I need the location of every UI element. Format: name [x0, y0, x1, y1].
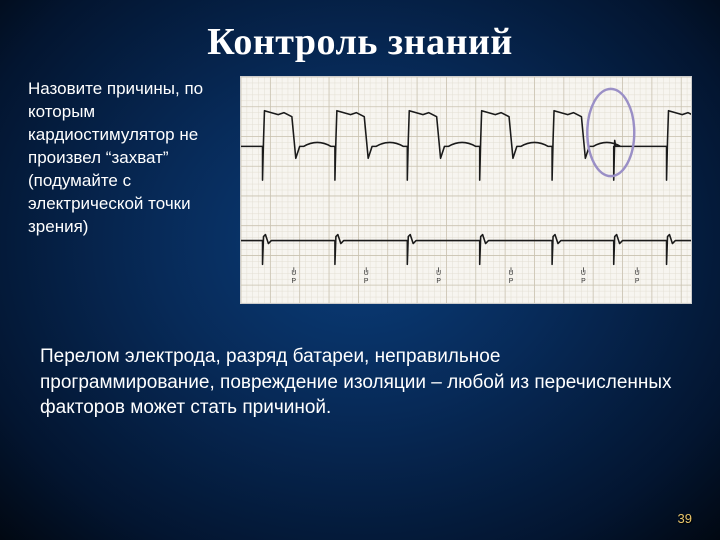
svg-text:U: U [291, 270, 296, 277]
svg-text:U: U [436, 270, 441, 277]
svg-text:P: P [509, 278, 514, 285]
svg-text:P: P [364, 278, 369, 285]
svg-text:P: P [581, 278, 586, 285]
svg-text:P: P [436, 278, 441, 285]
svg-text:U: U [635, 270, 640, 277]
question-text: Назовите причины, по которым кардиостиму… [28, 76, 228, 239]
svg-text:U: U [364, 270, 369, 277]
svg-text:P: P [292, 278, 297, 285]
svg-text:U: U [509, 270, 514, 277]
slide-title: Контроль знаний [0, 0, 720, 76]
svg-text:U: U [581, 270, 586, 277]
content-row: Назовите причины, по которым кардиостиму… [0, 76, 720, 304]
svg-text:P: P [635, 278, 640, 285]
answer-text: Перелом электрода, разряд батареи, непра… [0, 304, 720, 421]
ecg-svg: UPUPUPUPUPUP [241, 77, 691, 303]
page-number: 39 [678, 511, 692, 526]
ecg-figure: UPUPUPUPUPUP [240, 76, 692, 304]
